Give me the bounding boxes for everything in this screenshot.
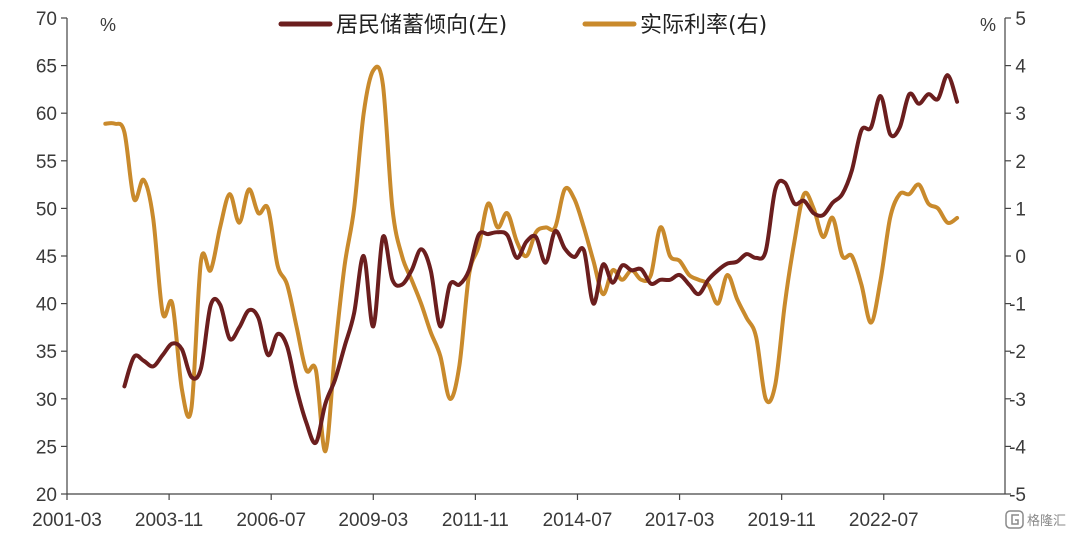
x-tick-label: 2001-03 [32, 510, 102, 531]
left-tick-label: 30 [36, 390, 57, 411]
left-tick-label: 40 [36, 295, 57, 316]
right-unit-label: % [980, 15, 996, 35]
left-tick-label: 50 [36, 199, 57, 220]
right-tick-label: 0 [1015, 247, 1026, 268]
x-tick-label: 2006-07 [236, 510, 306, 531]
right-tick-label: -5 [1009, 485, 1026, 506]
left-tick-label: 35 [36, 342, 57, 363]
x-tick-label: 2011-11 [442, 510, 509, 531]
left-tick-label: 70 [36, 9, 57, 30]
left-tick-label: 65 [36, 57, 57, 78]
right-tick-label: 3 [1015, 104, 1026, 125]
left-unit-label: % [100, 15, 116, 35]
x-tick-label: 2009-03 [338, 510, 408, 531]
ticks: 2025303540455055606570-5-4-3-2-101234520… [32, 9, 1026, 531]
left-tick-label: 55 [36, 152, 57, 173]
right-tick-label: -3 [1009, 390, 1026, 411]
series-line-savings-propensity [122, 73, 960, 446]
x-tick-label: 2003-11 [135, 510, 203, 531]
series-group [103, 64, 960, 454]
right-tick-label: 4 [1015, 57, 1026, 78]
series-line-real-interest-rate [103, 64, 960, 454]
x-tick-label: 2022-07 [849, 510, 919, 531]
right-tick-label: 1 [1015, 199, 1026, 220]
watermark-text: 格隆汇 [1027, 513, 1066, 529]
axes [66, 18, 1006, 495]
left-tick-label: 45 [36, 247, 57, 268]
x-tick-label: 2014-07 [543, 510, 613, 531]
legend-label-savings: 居民储蓄倾向(左) [336, 13, 507, 38]
right-tick-label: -1 [1009, 295, 1026, 316]
right-tick-label: 2 [1015, 152, 1026, 173]
right-tick-label: 5 [1015, 9, 1026, 30]
right-tick-label: -4 [1009, 437, 1026, 458]
right-tick-label: -2 [1009, 342, 1026, 363]
x-tick-label: 2017-03 [645, 510, 715, 531]
left-tick-label: 20 [36, 485, 57, 506]
x-tick-label: 2019-11 [748, 510, 816, 531]
legend-label-rate: 实际利率(右) [640, 13, 767, 38]
left-tick-label: 60 [36, 104, 57, 125]
gelonghui-logo-icon [1005, 510, 1024, 529]
legend: 居民储蓄倾向(左) 实际利率(右) [278, 13, 767, 38]
watermark: 格隆汇 [1005, 510, 1066, 529]
left-tick-label: 25 [36, 437, 57, 458]
